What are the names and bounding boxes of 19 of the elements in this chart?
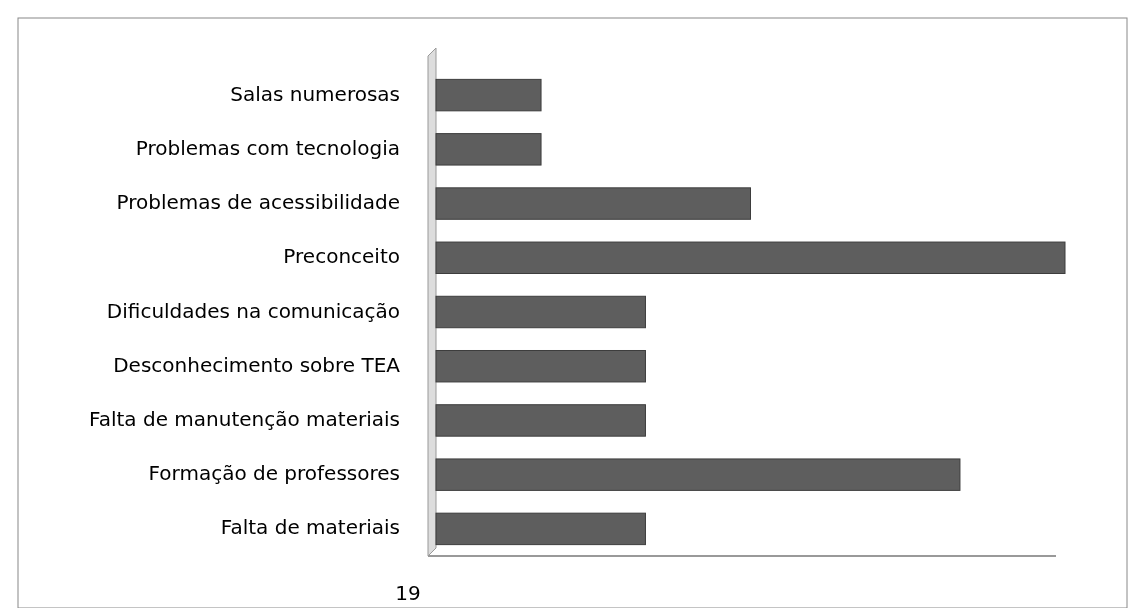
bar (435, 404, 646, 437)
y-tick-label: Falta de materiais (220, 515, 400, 540)
y-tick-label: Desconhecimento sobre TEA (113, 352, 401, 377)
bar (435, 458, 961, 491)
y-tick-label: Problemas com tecnologia (135, 135, 400, 160)
y-tick-label: Falta de manutenção materiais (89, 406, 400, 431)
bar (435, 512, 646, 546)
y-tick-label: Salas numerosas (230, 81, 400, 106)
y-tick-label: Preconceito (283, 244, 400, 269)
bar (435, 350, 646, 383)
bar (435, 295, 646, 329)
bar (435, 133, 542, 166)
bar (435, 78, 542, 112)
y-tick-label: Formação de professores (148, 461, 400, 486)
text: 19 (395, 581, 421, 605)
bar (435, 187, 751, 220)
y-tick-label: Dificuldades na comunicação (106, 298, 400, 323)
y-tick-label: Problemas de acessibilidade (116, 190, 400, 215)
bar (435, 241, 1066, 274)
